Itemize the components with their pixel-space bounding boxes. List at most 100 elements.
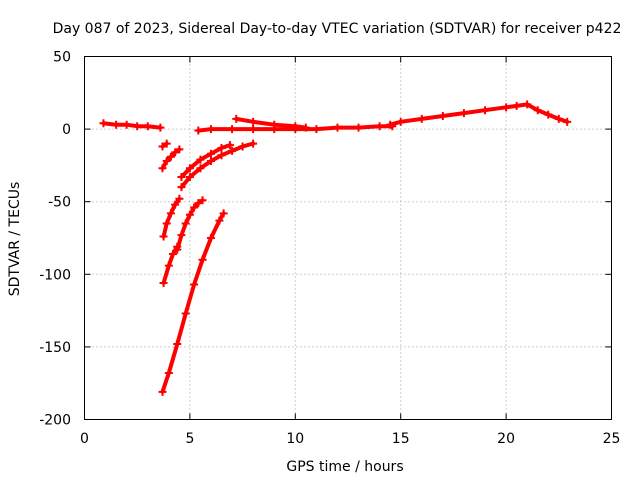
data-point-marker — [249, 125, 258, 134]
data-point-marker — [544, 110, 553, 119]
data-point-marker — [190, 280, 199, 289]
tick-labels: 0 5 10 15 20 25 50 0 -50 -100 -150 -200 — [39, 50, 620, 448]
data-point-marker — [166, 152, 175, 161]
data-point-marker — [291, 122, 300, 131]
data-point-marker — [249, 139, 258, 148]
y-tick-label: -100 — [39, 267, 71, 283]
y-tick-label: -150 — [39, 340, 71, 356]
series-line — [101, 121, 163, 130]
data-point-marker — [217, 151, 226, 160]
data-point-marker — [99, 119, 108, 128]
data-point-marker — [177, 173, 186, 182]
data-point-marker — [301, 123, 310, 132]
data-point-marker — [238, 142, 247, 151]
data-point-marker — [228, 146, 237, 155]
data-series — [99, 100, 572, 396]
data-point-marker — [181, 309, 190, 318]
data-point-marker — [225, 141, 234, 150]
data-point-marker — [185, 210, 194, 219]
series-track-dip-e — [173, 196, 207, 254]
data-point-marker — [185, 173, 194, 182]
data-point-marker — [173, 245, 182, 254]
data-point-marker — [158, 387, 167, 396]
data-point-marker — [159, 279, 168, 288]
data-point-marker — [198, 196, 207, 205]
series-line — [179, 143, 232, 179]
data-point-marker — [166, 209, 175, 218]
data-point-marker — [112, 120, 121, 129]
x-tick-label: 20 — [497, 431, 515, 447]
data-point-marker — [219, 209, 228, 218]
data-point-marker — [190, 203, 199, 212]
x-tick-label: 5 — [185, 431, 194, 447]
series-track-dip-h — [177, 139, 258, 192]
x-axis-label: GPS time / hours — [286, 459, 403, 475]
data-point-marker — [533, 106, 542, 115]
data-point-marker — [177, 183, 186, 192]
data-point-marker — [171, 148, 180, 157]
x-tick-label: 15 — [392, 431, 410, 447]
series-track-dip-a — [158, 145, 184, 173]
x-tick-label: 25 — [603, 431, 621, 447]
data-point-marker — [206, 157, 215, 166]
series-track-upper-mid — [232, 114, 310, 132]
data-point-marker — [232, 114, 241, 123]
data-point-marker — [164, 261, 173, 270]
data-point-marker — [386, 120, 395, 129]
series-line — [388, 102, 570, 127]
data-point-marker — [194, 126, 203, 135]
data-point-marker — [196, 164, 205, 173]
data-point-marker — [159, 232, 168, 241]
series-line — [160, 211, 226, 394]
y-axis-label: SDTVAR / TECUs — [7, 182, 23, 297]
data-point-marker — [481, 106, 490, 115]
data-point-marker — [175, 194, 184, 203]
data-point-marker — [228, 125, 237, 134]
series-track-main-late — [386, 100, 572, 129]
grid-lines — [84, 56, 612, 420]
data-point-marker — [133, 122, 142, 131]
plot-frame — [84, 56, 612, 420]
data-point-marker — [162, 157, 171, 166]
data-point-marker — [122, 120, 131, 129]
series-track-dip-g — [177, 141, 234, 182]
series-track-dip-f — [158, 209, 228, 396]
data-point-marker — [206, 234, 215, 242]
data-point-marker — [164, 369, 173, 378]
data-point-marker — [198, 255, 207, 264]
data-point-marker — [206, 125, 215, 134]
data-point-marker — [143, 122, 152, 131]
data-point-marker — [375, 122, 384, 131]
data-point-marker — [158, 164, 167, 173]
series-track-dip-c — [159, 194, 184, 241]
x-tick-label: 0 — [80, 431, 89, 447]
data-point-marker — [169, 249, 178, 258]
data-point-marker — [523, 100, 532, 109]
data-point-marker — [162, 139, 171, 148]
data-point-marker — [459, 109, 468, 118]
data-point-marker — [175, 145, 184, 154]
data-point-marker — [177, 231, 186, 240]
axis-ticks — [84, 56, 612, 420]
data-point-marker — [215, 216, 224, 225]
data-point-marker — [354, 123, 363, 132]
data-point-marker — [312, 125, 321, 134]
series-track-dip-b — [158, 139, 171, 151]
chart-title: Day 087 of 2023, Sidereal Day-to-day VTE… — [53, 21, 622, 37]
data-point-marker — [502, 103, 511, 112]
data-point-marker — [181, 219, 190, 228]
data-point-marker — [171, 200, 180, 209]
data-point-marker — [396, 117, 405, 126]
x-tick-label: 10 — [286, 431, 304, 447]
data-point-marker — [194, 199, 203, 208]
data-point-marker — [162, 219, 171, 228]
data-point-marker — [206, 149, 215, 158]
data-point-marker — [217, 143, 226, 152]
data-point-marker — [554, 114, 563, 123]
data-point-marker — [158, 142, 167, 151]
data-point-marker — [438, 112, 447, 121]
data-point-marker — [563, 117, 572, 126]
y-tick-label: 50 — [53, 50, 71, 66]
data-point-marker — [249, 117, 258, 126]
